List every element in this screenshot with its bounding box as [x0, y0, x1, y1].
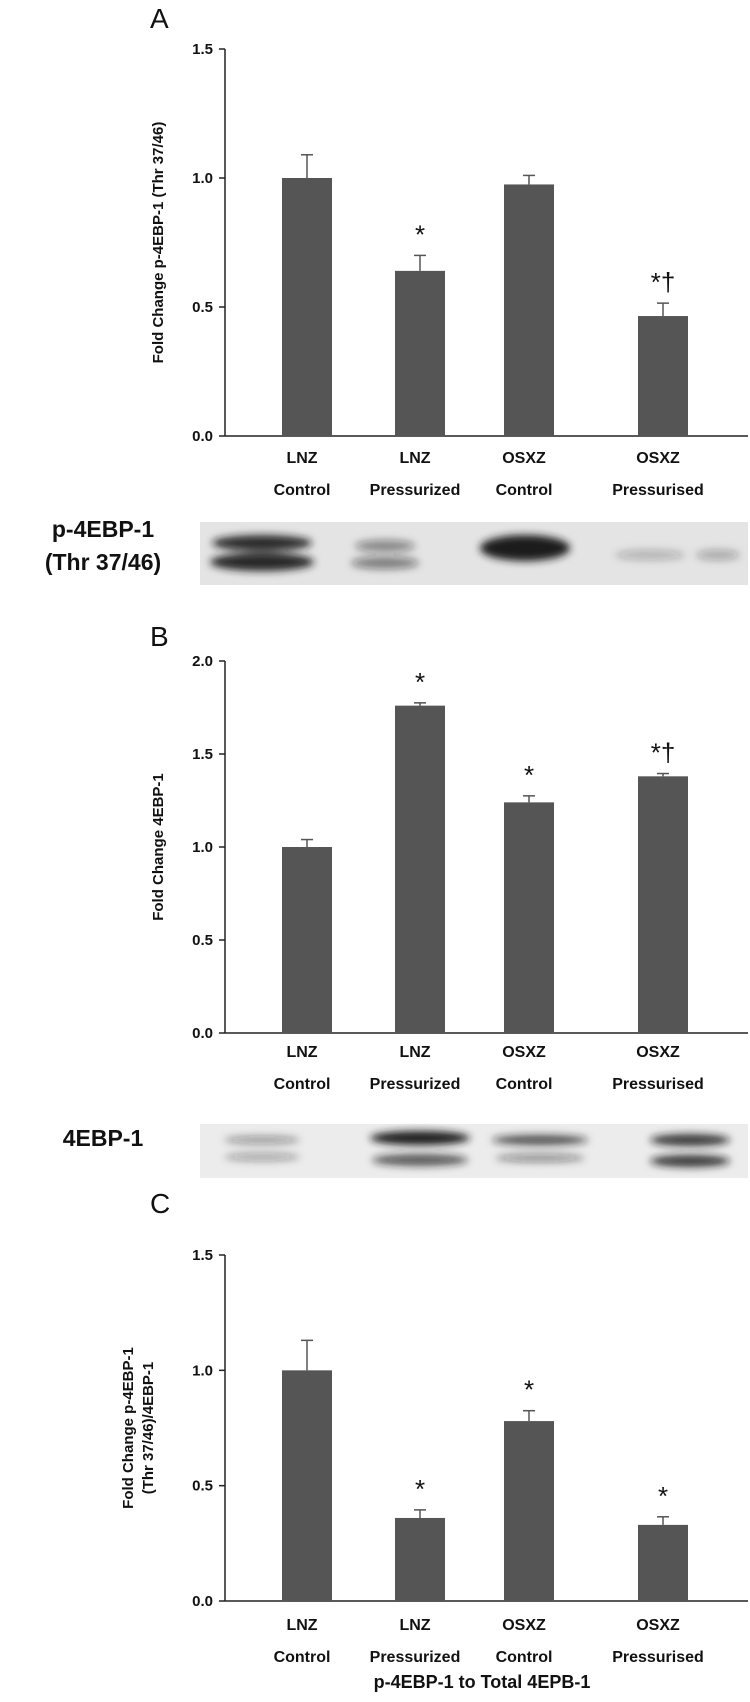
y-axis-label: Fold Change 4EBP-1 — [150, 773, 167, 921]
x-tick-label: Control — [496, 1076, 553, 1093]
x-axis-label: p-4EBP-1 to Total 4EPB-1 — [374, 1672, 591, 1692]
panel-label: C — [150, 1188, 170, 1219]
x-tick-label: OSXZ — [636, 450, 680, 467]
significance-marker: * — [415, 219, 425, 249]
x-tick-label: Pressurised — [612, 1649, 704, 1666]
bar — [282, 178, 332, 436]
y-tick-label: 0.5 — [192, 932, 213, 949]
y-axis-label: Fold Change p-4EBP-1 (Thr 37/46) — [150, 122, 167, 364]
y-tick-label: 0.0 — [192, 1025, 213, 1042]
bar — [504, 1421, 554, 1601]
y-axis-label: (Thr 37/46)/4EBP-1 — [140, 1362, 157, 1495]
bar — [282, 847, 332, 1033]
y-tick-label: 0.5 — [192, 299, 213, 316]
y-tick-label: 1.5 — [192, 41, 213, 58]
x-tick-label: LNZ — [399, 1617, 430, 1634]
bar — [638, 316, 688, 436]
x-tick-label: OSXZ — [502, 1617, 546, 1634]
x-tick-label: LNZ — [286, 1044, 317, 1061]
x-tick-label: Pressurised — [612, 482, 704, 499]
x-tick-label: Control — [496, 482, 553, 499]
x-tick-label: Control — [496, 1649, 553, 1666]
y-tick-label: 1.0 — [192, 170, 213, 187]
x-tick-label: LNZ — [286, 1617, 317, 1634]
bar — [395, 270, 445, 436]
panel-label: B — [150, 621, 169, 652]
x-tick-label: OSXZ — [636, 1617, 680, 1634]
bar — [638, 776, 688, 1033]
x-tick-label: Pressurised — [612, 1076, 704, 1093]
bar — [395, 1517, 445, 1601]
blot-label: 4EBP-1 — [63, 1125, 144, 1151]
bar — [282, 1370, 332, 1601]
x-tick-label: Control — [274, 482, 331, 499]
significance-marker: * — [415, 1474, 425, 1504]
significance-marker: * — [524, 1375, 534, 1405]
blot-label: p-4EBP-1 — [52, 516, 154, 542]
y-tick-label: 2.0 — [192, 653, 213, 670]
x-tick-label: LNZ — [286, 450, 317, 467]
x-tick-label: Pressurized — [370, 482, 461, 499]
y-tick-label: 0.5 — [192, 1478, 213, 1495]
y-tick-label: 0.0 — [192, 428, 213, 445]
y-axis-label: Fold Change p-4EBP-1 — [120, 1347, 137, 1509]
x-tick-label: Pressurized — [370, 1076, 461, 1093]
x-tick-label: OSXZ — [502, 450, 546, 467]
blot-label: (Thr 37/46) — [45, 549, 161, 575]
significance-marker: * — [658, 1481, 668, 1511]
x-tick-label: Control — [274, 1076, 331, 1093]
bar — [504, 184, 554, 436]
y-tick-label: 1.5 — [192, 1247, 213, 1264]
x-tick-label: Pressurized — [370, 1649, 461, 1666]
panel-label: A — [150, 3, 169, 34]
significance-marker: *† — [651, 738, 676, 768]
x-tick-label: LNZ — [399, 450, 430, 467]
y-tick-label: 1.0 — [192, 839, 213, 856]
significance-marker: * — [415, 667, 425, 697]
x-tick-label: LNZ — [399, 1044, 430, 1061]
blot-image-a — [200, 522, 748, 585]
significance-marker: *† — [651, 267, 676, 297]
bar — [504, 802, 554, 1033]
bar — [395, 705, 445, 1033]
bar — [638, 1524, 688, 1601]
x-tick-label: OSXZ — [636, 1044, 680, 1061]
significance-marker: * — [524, 760, 534, 790]
y-tick-label: 0.0 — [192, 1593, 213, 1610]
x-tick-label: Control — [274, 1649, 331, 1666]
blot-image-b — [200, 1124, 748, 1178]
x-tick-label: OSXZ — [502, 1044, 546, 1061]
y-tick-label: 1.5 — [192, 746, 213, 763]
y-tick-label: 1.0 — [192, 1362, 213, 1379]
